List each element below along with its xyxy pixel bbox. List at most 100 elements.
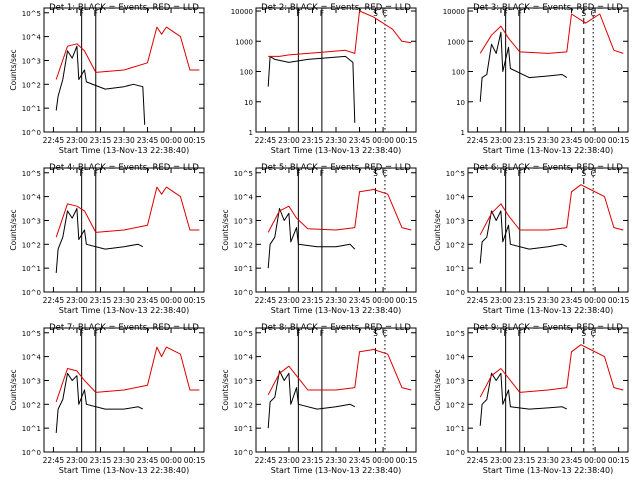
y-tick-label: 10^3 bbox=[234, 377, 253, 385]
y-tick-label: 10^0 bbox=[234, 449, 253, 457]
y-tick-label: 10^1 bbox=[22, 265, 41, 273]
x-tick-label: 23:45 bbox=[137, 456, 159, 465]
y-tick-label: 10^2 bbox=[22, 241, 41, 249]
x-tick-label: 23:00 bbox=[66, 296, 88, 305]
x-tick-label: 23:00 bbox=[66, 136, 88, 145]
y-tick-label: 10^4 bbox=[22, 354, 42, 362]
event-marker-label: S bbox=[373, 329, 378, 338]
x-tick-label: 23:15 bbox=[514, 136, 536, 145]
event-marker-label: F bbox=[296, 169, 300, 178]
y-tick-label: 10^3 bbox=[446, 377, 465, 385]
x-tick-label: 23:45 bbox=[349, 136, 371, 145]
event-marker-label: F bbox=[320, 329, 324, 338]
event-marker-label: C bbox=[382, 169, 387, 178]
y-tick-label: 10^3 bbox=[234, 217, 253, 225]
y-tick-label: 10^5 bbox=[22, 170, 41, 178]
events-series-line bbox=[55, 208, 144, 273]
x-tick-label: 23:00 bbox=[66, 456, 88, 465]
x-tick-label: 23:30 bbox=[537, 296, 559, 305]
events-series-line bbox=[55, 45, 146, 125]
y-tick-label: 10^1 bbox=[22, 425, 41, 433]
event-marker-label: F bbox=[518, 169, 522, 178]
x-axis-label: Start Time (13-Nov-13 22:38:40) bbox=[59, 146, 189, 155]
y-tick-label: 10^2 bbox=[234, 241, 253, 249]
event-marker-label: C bbox=[382, 9, 387, 18]
y-tick-label: 10^1 bbox=[446, 425, 465, 433]
lld-series-line bbox=[55, 26, 200, 80]
x-tick-label: 23:30 bbox=[113, 456, 135, 465]
y-axis-label: Counts/sec bbox=[433, 209, 442, 250]
y-tick-label: 10^2 bbox=[22, 81, 41, 89]
x-tick-label: 23:15 bbox=[514, 296, 536, 305]
y-tick-label: 100 bbox=[240, 69, 253, 77]
lld-series-line bbox=[267, 349, 412, 396]
panel-8: Det 8: BLACK = Events, RED = LLD10^010^1… bbox=[221, 323, 418, 475]
panel-5: Det 5: BLACK = Events, RED = LLD10^010^1… bbox=[221, 163, 418, 315]
x-tick-label: 23:00 bbox=[278, 136, 300, 145]
y-tick-label: 10^2 bbox=[22, 401, 41, 409]
x-axis-label: Start Time (13-Nov-13 22:38:40) bbox=[483, 466, 613, 475]
x-tick-label: 23:00 bbox=[490, 296, 512, 305]
events-series-line bbox=[479, 210, 568, 264]
y-tick-label: 10 bbox=[244, 99, 253, 107]
y-tick-label: 10^3 bbox=[446, 217, 465, 225]
x-tick-label: 23:45 bbox=[349, 296, 371, 305]
event-marker-label: F bbox=[320, 9, 324, 18]
events-series-line bbox=[479, 372, 568, 426]
y-tick-label: 10^5 bbox=[22, 330, 41, 338]
x-tick-label: 00:00 bbox=[584, 136, 606, 145]
x-tick-label: 22:45 bbox=[43, 296, 65, 305]
event-marker-label: C bbox=[591, 9, 596, 18]
y-tick-label: 10^3 bbox=[22, 377, 41, 385]
x-tick-label: 23:45 bbox=[561, 136, 583, 145]
y-tick-label: 10^0 bbox=[446, 289, 465, 297]
x-tick-label: 23:15 bbox=[302, 456, 324, 465]
y-axis-label: Counts/sec bbox=[433, 369, 442, 410]
x-tick-label: 23:15 bbox=[90, 136, 112, 145]
lld-series-line bbox=[267, 189, 412, 233]
event-marker-label: F bbox=[94, 169, 98, 178]
y-axis-label: Counts/sec bbox=[9, 369, 18, 410]
y-tick-label: 10^4 bbox=[22, 194, 42, 202]
y-tick-label: 10000 bbox=[231, 8, 253, 16]
panel-3: Det 3: BLACK = Events, RED = LLD11010010… bbox=[443, 3, 630, 155]
y-tick-label: 10000 bbox=[443, 8, 465, 16]
event-marker-label: F bbox=[79, 9, 83, 18]
panel-9: Det 9: BLACK = Events, RED = LLD10^010^1… bbox=[433, 323, 630, 475]
y-tick-label: 10^1 bbox=[234, 425, 253, 433]
event-marker-label: S bbox=[581, 9, 586, 18]
panel-6: Det 6: BLACK = Events, RED = LLD10^010^1… bbox=[433, 163, 630, 315]
x-tick-label: 00:00 bbox=[160, 136, 182, 145]
event-marker-label: S bbox=[373, 169, 378, 178]
y-tick-label: 1000 bbox=[235, 38, 253, 46]
x-axis-label: Start Time (13-Nov-13 22:38:40) bbox=[271, 306, 401, 315]
lld-series-line bbox=[479, 344, 624, 398]
lld-series-line bbox=[479, 13, 624, 54]
x-tick-label: 23:15 bbox=[302, 136, 324, 145]
y-tick-label: 10^3 bbox=[22, 217, 41, 225]
x-tick-label: 00:00 bbox=[372, 456, 394, 465]
x-tick-label: 22:45 bbox=[467, 296, 489, 305]
x-tick-label: 00:15 bbox=[608, 136, 630, 145]
x-tick-label: 22:45 bbox=[43, 456, 65, 465]
x-tick-label: 23:15 bbox=[90, 296, 112, 305]
events-series-line bbox=[55, 372, 144, 433]
event-marker-label: C bbox=[382, 329, 387, 338]
events-series-line bbox=[267, 55, 356, 123]
x-tick-label: 23:00 bbox=[490, 456, 512, 465]
y-axis-label: Counts/sec bbox=[221, 209, 230, 250]
y-tick-label: 10^4 bbox=[22, 34, 42, 42]
x-tick-label: 00:15 bbox=[184, 296, 206, 305]
y-tick-label: 10^4 bbox=[234, 354, 254, 362]
x-tick-label: 23:15 bbox=[302, 296, 324, 305]
y-tick-label: 10^5 bbox=[22, 10, 41, 18]
event-marker-label: S bbox=[581, 329, 586, 338]
y-tick-label: 10^2 bbox=[446, 241, 465, 249]
x-tick-label: 23:30 bbox=[537, 456, 559, 465]
x-tick-label: 23:45 bbox=[137, 136, 159, 145]
event-marker-label: F bbox=[296, 329, 300, 338]
panel-4: Det 4: BLACK = Events, RED = LLD10^010^1… bbox=[9, 163, 206, 315]
x-tick-label: 22:45 bbox=[255, 136, 277, 145]
y-axis-label: Counts/sec bbox=[9, 209, 18, 250]
